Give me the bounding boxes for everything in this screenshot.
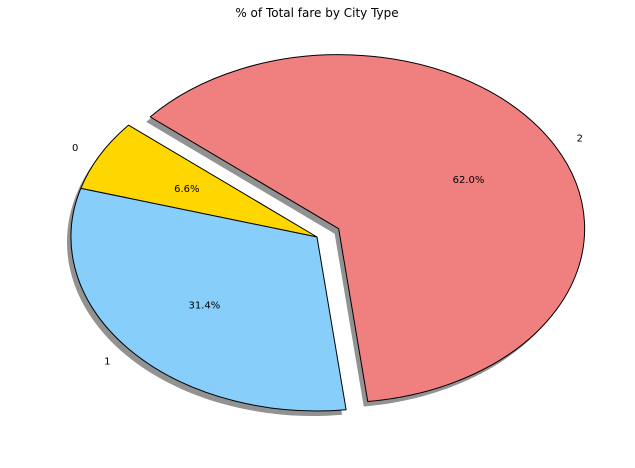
pie-slice-1 — [70, 187, 347, 412]
percent-label-0: 6.6% — [174, 184, 199, 195]
pie-slice-2 — [149, 54, 586, 402]
category-label-2: 2 — [577, 134, 583, 145]
category-label-1: 1 — [104, 357, 110, 368]
pie-labels: 0 6.6% 1 31.4% 2 62.0% — [72, 134, 583, 368]
category-label-0: 0 — [72, 143, 78, 154]
pie-slices — [70, 54, 586, 412]
percent-label-1: 31.4% — [189, 300, 221, 311]
chart-title: % of Total fare by City Type — [235, 6, 398, 20]
percent-label-2: 62.0% — [453, 175, 485, 186]
